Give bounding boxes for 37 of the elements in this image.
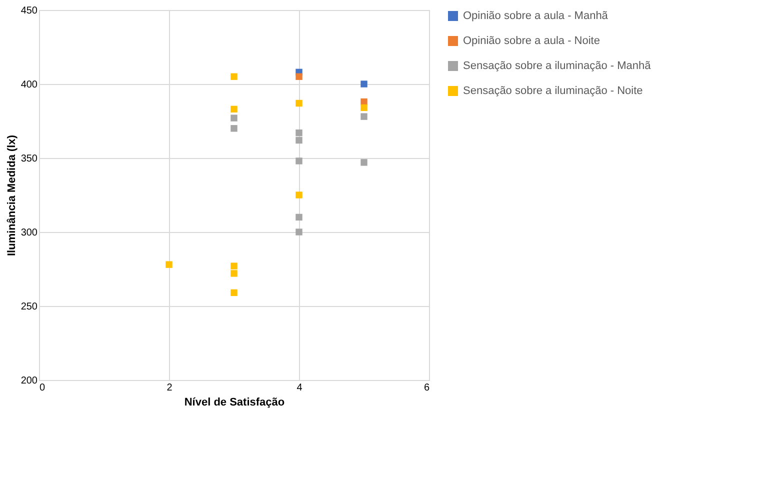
point	[230, 125, 238, 132]
point	[296, 136, 302, 144]
point	[296, 158, 302, 164]
y-tick-label: 350	[20, 154, 38, 164]
legend-label: Sensação sobre a iluminação - Manhã	[463, 60, 652, 72]
point	[296, 228, 302, 236]
point	[230, 73, 238, 80]
x-tick-label: 6	[424, 382, 430, 394]
point	[296, 100, 302, 107]
point	[360, 104, 368, 112]
point	[230, 106, 238, 113]
y-tick-label: 450	[20, 6, 38, 16]
point	[360, 98, 368, 106]
y-tick-label: 200	[20, 376, 38, 386]
point	[360, 159, 368, 166]
y-axis-title: Iluminância Medida (lx)	[6, 134, 18, 256]
x-axis-title: Nível de Satisfação	[184, 396, 285, 408]
point	[296, 129, 302, 136]
point	[230, 270, 238, 277]
point	[360, 80, 368, 88]
legend-label: Opinião sobre a aula - Manhã	[463, 10, 609, 22]
y-tick-label: 400	[20, 80, 38, 90]
point	[230, 262, 238, 270]
point	[296, 214, 302, 221]
y-tick-label: 300	[20, 228, 38, 238]
x-tick-label: 2	[166, 382, 173, 394]
y-tick-label: 250	[20, 302, 38, 312]
x-tick-label: 0	[40, 382, 46, 394]
point	[166, 261, 172, 268]
point	[230, 289, 238, 296]
legend-label: Opinião sobre a aula - Noite	[463, 35, 600, 47]
legend-label: Sensação sobre a iluminação - Noite	[463, 85, 643, 97]
x-tick-label: 4	[296, 382, 303, 394]
point	[230, 114, 238, 122]
point	[296, 192, 302, 198]
point	[296, 73, 302, 80]
point	[360, 113, 368, 120]
